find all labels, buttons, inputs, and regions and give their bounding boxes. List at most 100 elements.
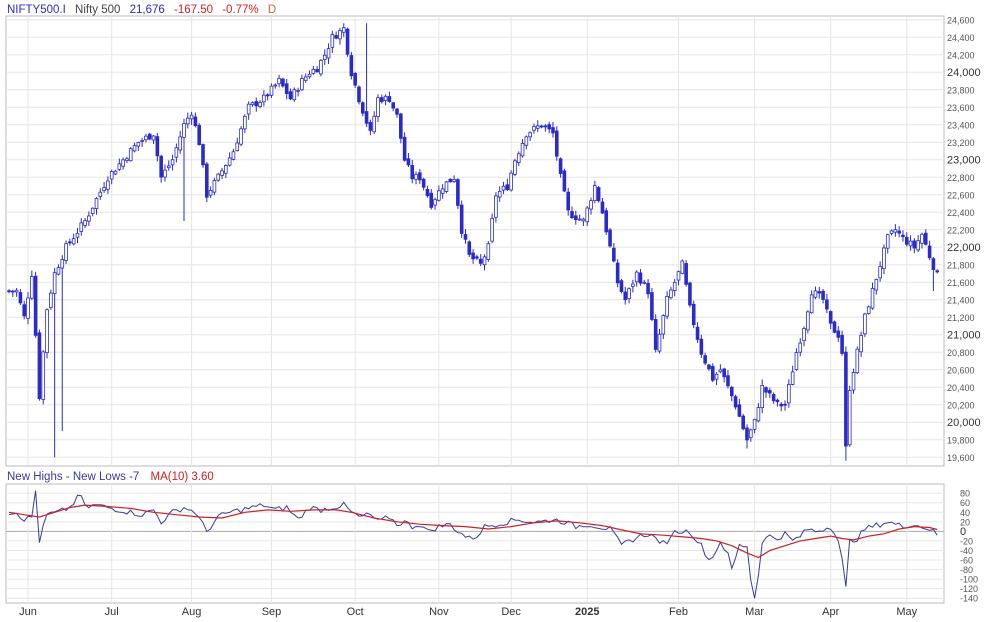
indicator-tick-label: 40 xyxy=(960,508,970,518)
candle-body xyxy=(224,165,228,174)
candle-body xyxy=(631,283,635,287)
candle-body xyxy=(113,170,118,175)
candle-body xyxy=(357,86,361,103)
price-tick-label: 21,400 xyxy=(947,295,975,305)
candle-body xyxy=(353,73,357,86)
candle-body xyxy=(246,103,251,115)
candle-body xyxy=(699,338,704,355)
instrument-name: Nifty 500 xyxy=(75,4,121,16)
candle-body xyxy=(33,275,38,336)
candle-body xyxy=(197,125,202,146)
candle-body xyxy=(718,369,723,373)
candle-body xyxy=(657,333,662,352)
candle-body xyxy=(577,218,582,221)
candle-body xyxy=(334,35,338,39)
candle-body xyxy=(239,128,243,145)
candle-body xyxy=(11,290,15,293)
candle-body xyxy=(52,272,57,294)
candle-body xyxy=(908,240,913,247)
candle-body xyxy=(106,180,110,190)
candle-body xyxy=(501,185,506,191)
candle-body xyxy=(322,54,327,60)
candle-body xyxy=(901,234,905,238)
candle-body xyxy=(539,125,544,128)
candle-body xyxy=(231,151,236,160)
candle-body xyxy=(281,78,285,87)
candle-body xyxy=(414,173,418,180)
indicator-tick-label: -80 xyxy=(960,565,973,575)
candle-body xyxy=(26,297,30,319)
candle-body xyxy=(752,419,757,430)
candle-body xyxy=(459,204,464,234)
candle-body xyxy=(745,427,749,441)
candle-body xyxy=(79,222,84,232)
candle-body xyxy=(132,145,137,152)
candle-body xyxy=(212,180,217,193)
candle-body xyxy=(258,102,262,107)
candle-body xyxy=(844,351,848,447)
candle-body xyxy=(288,91,293,100)
candle-body xyxy=(18,292,23,304)
candle-body xyxy=(505,184,510,190)
price-tick-label: 19,800 xyxy=(947,435,975,445)
candle-body xyxy=(612,247,616,262)
candle-body xyxy=(589,200,593,210)
candle-body xyxy=(669,289,673,299)
candle-body xyxy=(756,407,761,422)
candle-body xyxy=(593,185,597,201)
interval-label[interactable]: D xyxy=(267,4,277,16)
symbol-label[interactable]: NIFTY500.I xyxy=(7,4,66,16)
price-tick-label: 23,000 xyxy=(947,154,981,166)
candle-body xyxy=(619,280,624,292)
candle-body xyxy=(68,241,72,244)
candle-body xyxy=(722,368,726,378)
candle-body xyxy=(45,309,49,354)
candle-body xyxy=(665,296,669,317)
candle-body xyxy=(368,122,373,131)
candle-body xyxy=(205,163,209,198)
candle-body xyxy=(684,263,688,285)
time-axis-label: Nov xyxy=(429,606,449,618)
candle-body xyxy=(509,172,513,191)
candle-body xyxy=(440,188,445,194)
time-axis-label: 2025 xyxy=(575,606,599,618)
last-price: 21,676 xyxy=(129,4,165,16)
candle-body xyxy=(543,125,548,128)
price-tick-label: 20,400 xyxy=(947,383,975,393)
candle-body xyxy=(916,240,920,251)
indicator-tick-label: -20 xyxy=(960,536,973,546)
indicator-tick-label: -140 xyxy=(960,594,978,604)
indicator-tick-label: -60 xyxy=(960,556,973,566)
candle-body xyxy=(863,313,867,335)
candle-body xyxy=(490,218,494,242)
candle-body xyxy=(341,27,346,33)
candle-body xyxy=(456,179,460,206)
price-tick-label: 24,400 xyxy=(947,33,975,43)
candle-body xyxy=(497,190,502,198)
candle-body xyxy=(30,276,34,299)
candle-body xyxy=(874,279,879,291)
candle-body xyxy=(448,178,453,183)
candle-body xyxy=(566,191,570,211)
candle-body xyxy=(250,102,255,106)
candle-body xyxy=(90,207,95,214)
candle-body xyxy=(798,342,803,353)
candle-body xyxy=(319,59,323,75)
time-axis-label: Jul xyxy=(105,606,119,618)
indicator-label[interactable]: New Highs - New Lows -7 xyxy=(7,471,140,483)
candle-body xyxy=(243,115,247,130)
candle-body xyxy=(22,304,27,317)
candle-body xyxy=(376,97,380,118)
candle-body xyxy=(604,210,609,233)
candle-body xyxy=(714,373,719,380)
ma-label[interactable]: MA(10) 3.60 xyxy=(150,471,214,483)
candle-body xyxy=(360,102,365,114)
candle-body xyxy=(634,271,639,283)
candle-body xyxy=(140,140,144,142)
candle-body xyxy=(395,108,399,115)
candle-body xyxy=(452,179,456,182)
candle-body xyxy=(809,294,814,314)
candle-body xyxy=(391,102,396,109)
